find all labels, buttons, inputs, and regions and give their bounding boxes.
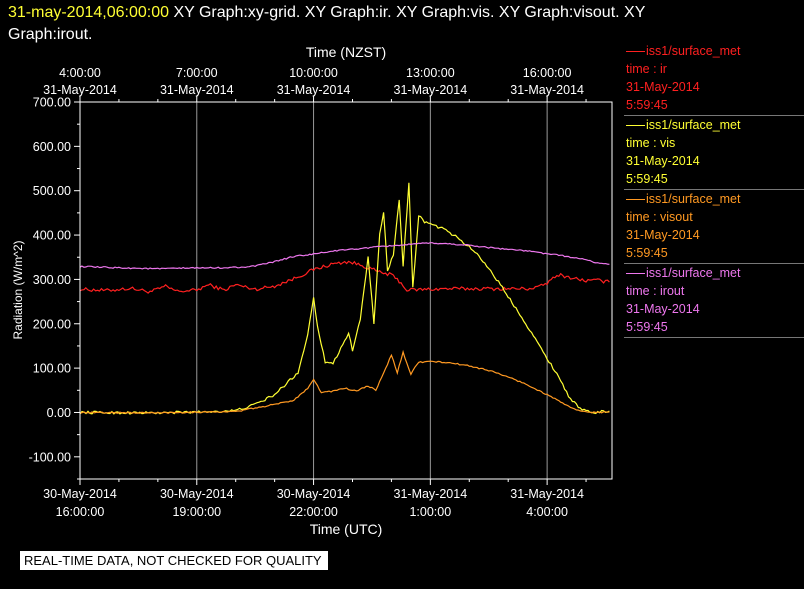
legend-time: 5:59:45 bbox=[626, 246, 668, 260]
legend-swatch bbox=[626, 198, 645, 200]
series-line-vis bbox=[79, 182, 610, 415]
legend-swatch bbox=[626, 124, 645, 126]
x-tick-label-time: 1:00:00 bbox=[409, 505, 451, 519]
series-line-irout bbox=[79, 242, 610, 270]
series-line-visout bbox=[79, 349, 610, 414]
x-tick-label-time: 22:00:00 bbox=[289, 505, 338, 519]
x2-tick-label-time: 13:00:00 bbox=[406, 66, 455, 80]
title-line2: Graph:irout. bbox=[8, 26, 93, 43]
x-tick-label-date: 30-May-2014 bbox=[160, 487, 234, 501]
x2-tick-label-time: 16:00:00 bbox=[523, 66, 572, 80]
legend-date: 31-May-2014 bbox=[626, 80, 700, 94]
quality-disclaimer: REAL-TIME DATA, NOT CHECKED FOR QUALITY bbox=[20, 551, 328, 570]
series-lines bbox=[79, 182, 610, 415]
x2-tick-label-time: 4:00:00 bbox=[59, 66, 101, 80]
x2-tick-label-date: 31-May-2014 bbox=[394, 83, 468, 97]
y-tick-label: 400.00 bbox=[33, 229, 71, 243]
legend-time: 5:59:45 bbox=[626, 98, 668, 112]
x-tick-label-time: 16:00:00 bbox=[56, 505, 105, 519]
y-tick-label: 600.00 bbox=[33, 140, 71, 154]
x2-tick-label-date: 31-May-2014 bbox=[160, 83, 234, 97]
legend-source: iss1/surface_met bbox=[646, 192, 741, 206]
legend-swatch bbox=[626, 50, 645, 52]
title-line1: XY Graph:xy-grid. XY Graph:ir. XY Graph:… bbox=[173, 4, 646, 21]
x-tick-label-date: 30-May-2014 bbox=[43, 487, 117, 501]
x2-tick-label-date: 31-May-2014 bbox=[510, 83, 584, 97]
legend-source: iss1/surface_met bbox=[646, 118, 741, 132]
legend-swatch bbox=[626, 272, 645, 274]
y-tick-label: 200.00 bbox=[33, 317, 71, 331]
x2-tick-label-time: 10:00:00 bbox=[289, 66, 338, 80]
plot-frame bbox=[79, 101, 613, 480]
legend-date: 31-May-2014 bbox=[626, 154, 700, 168]
legend: iss1/surface_met time : ir 31-May-2014 5:59… bbox=[624, 42, 804, 338]
x-tick-label-date: 30-May-2014 bbox=[277, 487, 351, 501]
y-tick-label: -100.00 bbox=[29, 450, 71, 464]
legend-date: 31-May-2014 bbox=[626, 302, 700, 316]
y-axis-title: Radiation (W/m^2) bbox=[11, 241, 25, 340]
y-tick-label: 500.00 bbox=[33, 184, 71, 198]
x-tick-label-date: 31-May-2014 bbox=[394, 487, 468, 501]
grid bbox=[79, 102, 548, 479]
series-line-ir bbox=[79, 260, 610, 294]
chart-title: 31-may-2014,06:00:00 XY Graph:xy-grid. X… bbox=[8, 2, 798, 46]
x2-tick-label-time: 7:00:00 bbox=[176, 66, 218, 80]
x2-tick-label-date: 31-May-2014 bbox=[43, 83, 117, 97]
legend-variable: time : visout bbox=[626, 210, 693, 224]
x2-tick-label-date: 31-May-2014 bbox=[277, 83, 351, 97]
legend-source: iss1/surface_met bbox=[646, 266, 741, 280]
y-tick-label: 300.00 bbox=[33, 273, 71, 287]
x-axis-title: Time (UTC) bbox=[310, 521, 383, 537]
legend-time: 5:59:45 bbox=[626, 172, 668, 186]
legend-variable: time : vis bbox=[626, 136, 676, 150]
axes: 30-May-2014 16:00:00 30-May-2014 19:00:00 30… bbox=[29, 66, 587, 519]
legend-date: 31-May-2014 bbox=[626, 228, 700, 242]
legend-time: 5:59:45 bbox=[626, 320, 668, 334]
y-tick-label: 100.00 bbox=[33, 362, 71, 376]
legend-variable: time : irout bbox=[626, 284, 685, 298]
timestamp: 31-may-2014,06:00:00 bbox=[8, 4, 169, 21]
x2-axis-title: Time (NZST) bbox=[306, 44, 386, 60]
x-tick-label-date: 31-May-2014 bbox=[510, 487, 584, 501]
y-tick-label: 0.00 bbox=[47, 406, 71, 420]
legend-source: iss1/surface_met bbox=[646, 44, 741, 58]
legend-variable: time : ir bbox=[626, 62, 667, 76]
y-tick-label: 700.00 bbox=[33, 96, 71, 110]
x-tick-label-time: 19:00:00 bbox=[172, 505, 221, 519]
x-tick-label-time: 4:00:00 bbox=[526, 505, 568, 519]
